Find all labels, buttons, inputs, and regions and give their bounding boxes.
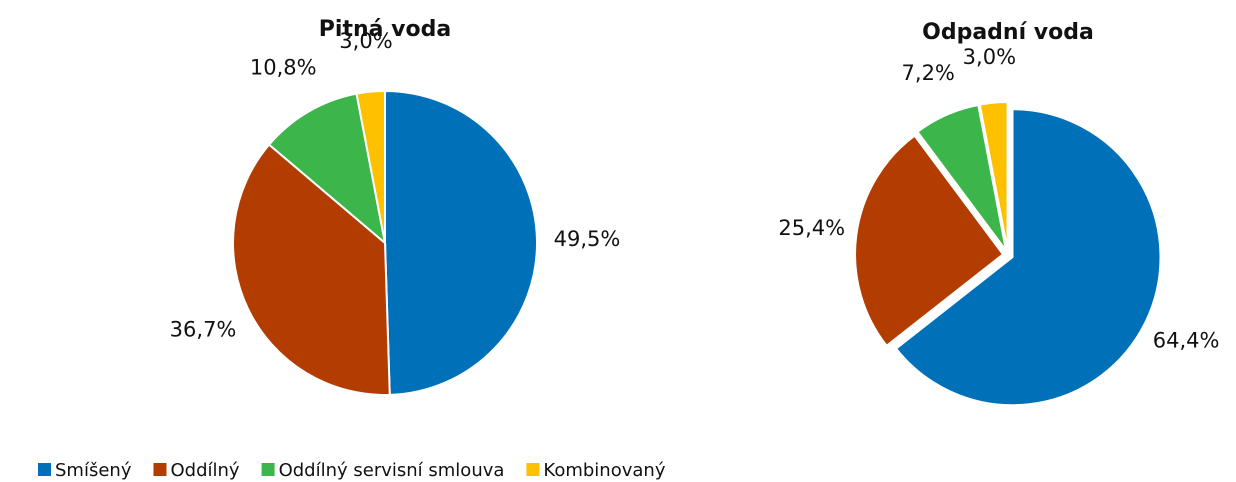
- pie-slice: [894, 108, 1162, 407]
- legend-swatch: [261, 463, 275, 476]
- pie-slice: [916, 103, 1007, 252]
- chart-title: Pitná voda: [319, 17, 451, 42]
- legend-swatch: [526, 463, 540, 476]
- pie-slice: [232, 143, 391, 396]
- data-label: 36,7%: [170, 318, 237, 342]
- legend-swatch: [153, 463, 167, 476]
- data-label: 64,4%: [1153, 329, 1220, 353]
- pie-slice: [384, 89, 538, 396]
- legend-label: Oddílný: [170, 460, 239, 481]
- legend-swatch: [38, 463, 51, 476]
- data-label: 3,0%: [339, 29, 392, 53]
- pie-slice: [854, 134, 1005, 348]
- legend-label: Oddílný servisní smlouva: [279, 460, 505, 481]
- chart-title: Odpadní voda: [922, 20, 1094, 45]
- pie-slice: [978, 101, 1009, 251]
- data-label: 49,5%: [554, 227, 621, 251]
- data-label: 7,2%: [902, 61, 955, 85]
- pie-slice: [267, 92, 387, 246]
- legend-label: Smíšený: [55, 460, 132, 481]
- pie-slice: [355, 89, 386, 244]
- data-label: 10,8%: [250, 55, 317, 79]
- legend-label: Kombinovaný: [543, 460, 665, 481]
- data-label: 3,0%: [963, 45, 1016, 69]
- data-label: 25,4%: [778, 216, 845, 240]
